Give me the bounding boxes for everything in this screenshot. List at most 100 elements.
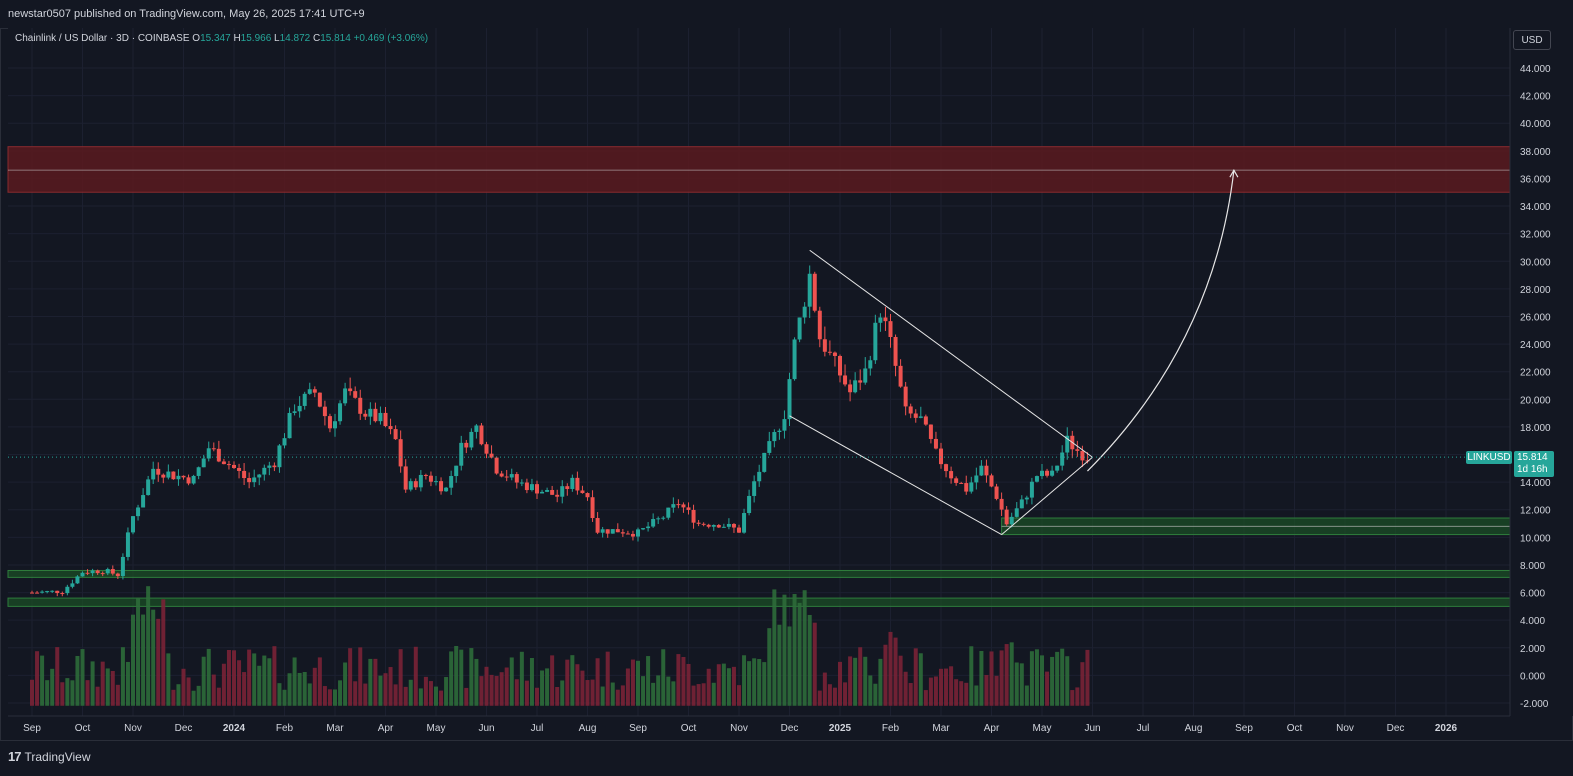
volume-bar bbox=[494, 675, 499, 706]
candle-body bbox=[297, 405, 302, 412]
time-tick-label: Jul bbox=[531, 723, 544, 734]
candle-body bbox=[514, 474, 519, 483]
volume-bar bbox=[595, 658, 600, 706]
volume-bar bbox=[590, 679, 595, 706]
volume-bar bbox=[307, 683, 312, 706]
currency-button[interactable]: USD bbox=[1513, 30, 1551, 50]
candle-body bbox=[641, 528, 646, 530]
volume-bar bbox=[908, 683, 913, 706]
candle-body bbox=[484, 444, 489, 454]
candle-body bbox=[75, 576, 80, 584]
volume-bar bbox=[343, 662, 348, 706]
candle-body bbox=[646, 526, 651, 529]
volume-bar bbox=[974, 685, 979, 706]
volume-bar bbox=[550, 655, 555, 706]
candle-body bbox=[45, 591, 50, 593]
volume-bar bbox=[999, 650, 1004, 706]
candle-body bbox=[535, 484, 539, 494]
tradingview-logo[interactable]: 17 TradingView bbox=[8, 749, 91, 764]
volume-bar bbox=[322, 686, 327, 706]
candle-body bbox=[469, 431, 474, 448]
symbol-name[interactable]: Chainlink / US Dollar · 3D · COINBASE bbox=[15, 33, 190, 44]
candle-body bbox=[565, 486, 570, 489]
volume-bar bbox=[540, 670, 545, 706]
price-tick-label: 30.000 bbox=[1520, 257, 1551, 268]
time-tick-label: Dec bbox=[175, 723, 193, 734]
candle-body bbox=[196, 467, 201, 476]
volume-bar bbox=[489, 674, 494, 706]
volume-bar bbox=[767, 628, 772, 706]
price-tick-label: 28.000 bbox=[1520, 285, 1551, 296]
volume-bar bbox=[964, 682, 969, 706]
volume-bar bbox=[888, 631, 893, 706]
volume-bar bbox=[30, 679, 34, 706]
candle-body bbox=[1019, 499, 1024, 509]
candle-body bbox=[454, 465, 459, 477]
time-tick-label: Feb bbox=[882, 723, 900, 734]
volume-bar bbox=[45, 680, 50, 706]
candle-body bbox=[984, 465, 989, 476]
candle-body bbox=[403, 466, 408, 490]
volume-bar bbox=[777, 624, 782, 706]
volume-bar bbox=[636, 660, 640, 706]
volume-bar bbox=[711, 682, 716, 706]
time-tick-label: Sep bbox=[1235, 723, 1253, 734]
volume-bar bbox=[70, 680, 75, 706]
time-tick-label: Aug bbox=[579, 723, 597, 734]
volume-bar bbox=[216, 687, 221, 706]
time-tick-label: May bbox=[1033, 723, 1052, 734]
volume-bar bbox=[327, 689, 332, 706]
volume-bar bbox=[484, 666, 489, 706]
candle-body bbox=[832, 352, 837, 356]
candle-body bbox=[974, 475, 979, 483]
candle-body bbox=[827, 351, 832, 353]
volume-bar bbox=[802, 590, 807, 706]
volume-bar bbox=[469, 648, 474, 706]
volume-bar bbox=[161, 599, 166, 706]
candle-body bbox=[80, 572, 85, 577]
volume-bar bbox=[85, 680, 90, 706]
time-tick-label: Jul bbox=[1137, 723, 1150, 734]
candle-body bbox=[232, 464, 236, 468]
price-axis[interactable] bbox=[1510, 28, 1573, 716]
candle-body bbox=[575, 477, 580, 491]
close-value: 15.814 bbox=[320, 33, 351, 44]
volume-bar bbox=[641, 676, 646, 706]
volume-bar bbox=[726, 668, 731, 706]
candle-body bbox=[439, 481, 444, 492]
volume-bar bbox=[959, 681, 964, 706]
candle-body bbox=[1004, 509, 1009, 525]
candle-body bbox=[721, 526, 726, 528]
volume-bar bbox=[237, 660, 242, 706]
time-tick-label: Apr bbox=[984, 723, 1000, 734]
wedge-upper-line bbox=[809, 249, 1093, 458]
candle-body bbox=[156, 468, 161, 475]
volume-bar bbox=[408, 679, 413, 706]
volume-bar bbox=[464, 687, 469, 706]
candle-body bbox=[545, 490, 550, 492]
candle-body bbox=[489, 453, 494, 458]
candle-body bbox=[257, 474, 262, 478]
candle-body bbox=[141, 495, 146, 508]
candle-body bbox=[100, 573, 105, 575]
volume-bar bbox=[519, 651, 524, 706]
volume-bar bbox=[615, 689, 620, 706]
volume-bar bbox=[363, 683, 368, 706]
volume-bar bbox=[242, 672, 247, 706]
time-tick-label: Aug bbox=[1185, 723, 1203, 734]
price-tick-label: 8.000 bbox=[1520, 561, 1545, 572]
candle-body bbox=[691, 509, 696, 523]
candle-body bbox=[792, 339, 797, 380]
volume-bar bbox=[716, 664, 721, 706]
volume-bar bbox=[317, 657, 322, 706]
volume-bar bbox=[449, 651, 454, 706]
candle-body bbox=[711, 525, 716, 527]
candle-body bbox=[701, 523, 706, 525]
volume-bar bbox=[853, 657, 858, 706]
volume-bar bbox=[671, 681, 676, 706]
candle-body bbox=[226, 464, 231, 466]
candle-body bbox=[30, 592, 34, 594]
volume-bar bbox=[454, 645, 459, 706]
time-tick-label: Oct bbox=[1287, 723, 1303, 734]
